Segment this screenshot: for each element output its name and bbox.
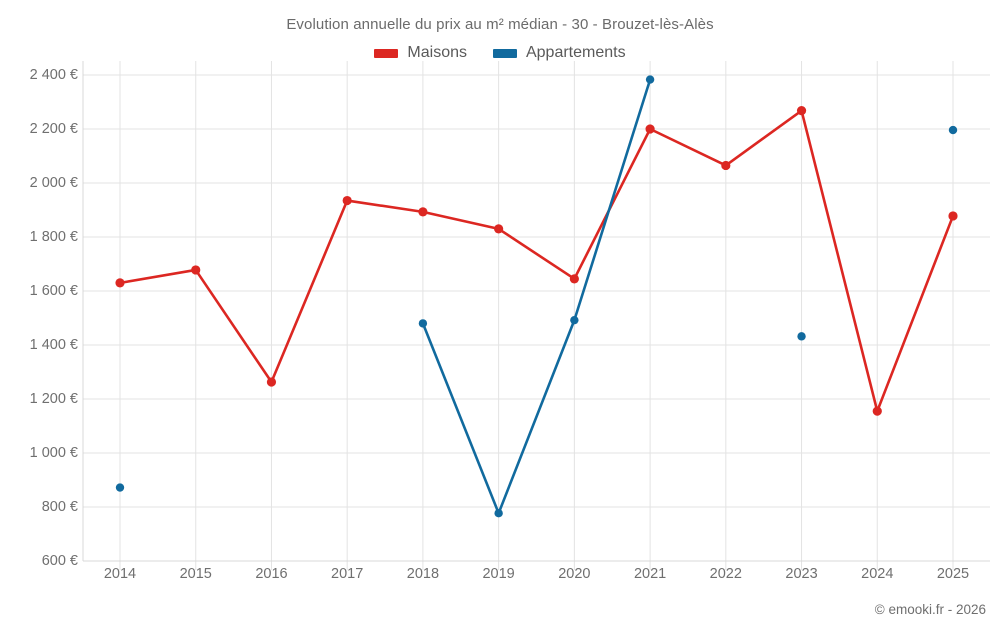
data-point-maisons-2022[interactable] [721,160,731,171]
data-point-maisons-2019[interactable] [494,224,504,234]
legend-item-maisons[interactable]: Maisons [374,44,467,62]
chart-credit: © emooki.fr - 2026 [874,602,986,617]
y-axis-tick-label: 1 200 € [29,391,78,407]
y-axis-tick-label: 2 000 € [29,175,78,191]
data-point-appartements-2019[interactable] [494,509,503,518]
y-axis-tick-label: 1 600 € [29,283,78,299]
data-point-maisons-2021[interactable] [645,124,655,134]
x-axis-tick-label-2022: 2022 [709,566,742,582]
x-axis-tick-label-2023: 2023 [785,566,818,582]
x-axis-tick-label-2014: 2014 [103,566,137,582]
series-line-maisons [118,109,955,413]
data-point-maisons-2024[interactable] [872,406,882,416]
y-axis-tick-label: 1 000 € [29,445,78,461]
x-axis-tick-label-2015: 2015 [179,566,212,582]
legend-swatch-appartements [492,48,517,58]
data-point-appartements-2025[interactable] [948,125,958,135]
legend-item-appartements[interactable]: Appartements [492,44,626,62]
x-axis-tick-label-2024: 2024 [861,566,894,582]
data-point-maisons-2025[interactable] [948,211,958,221]
data-point-maisons-2015[interactable] [191,265,201,275]
y-axis-tick-label: 1 400 € [29,337,78,353]
data-point-appartements-2018[interactable] [418,319,428,328]
legend-label-appartements: Appartements [525,44,626,61]
data-point-appartements-2021[interactable] [645,75,655,84]
data-point-appartements-2014[interactable] [115,483,125,492]
y-axis-tick-label: 800 € [41,499,78,515]
data-point-maisons-2023[interactable] [796,106,807,116]
y-axis-tick-label: 2 400 € [29,67,78,83]
x-axis-tick-label-2025: 2025 [936,566,970,582]
x-axis-tick-label-2016: 2016 [255,566,288,582]
y-axis-tick-label: 600 € [41,553,78,569]
series-line-appartements [421,78,652,515]
data-point-maisons-2020[interactable] [569,274,579,284]
legend-swatch-maisons [374,48,399,58]
data-point-appartements-2020[interactable] [570,315,579,325]
data-point-maisons-2017[interactable] [342,195,352,206]
chart-legend: Maisons Appartements [0,44,1000,62]
x-axis-tick-label-2018: 2018 [406,566,440,582]
y-axis-tick-label: 1 800 € [29,229,78,245]
data-point-maisons-2014[interactable] [115,278,125,288]
x-axis-tick-label-2021: 2021 [633,566,667,582]
legend-label-maisons: Maisons [407,44,467,61]
x-axis-tick-label-2017: 2017 [331,566,364,582]
data-point-maisons-2016[interactable] [266,377,277,387]
x-axis-tick-label-2020: 2020 [558,566,591,582]
data-point-appartements-2023[interactable] [797,332,806,341]
x-axis-tick-label-2019: 2019 [482,566,515,582]
y-axis-tick-label: 2 200 € [29,121,78,137]
data-point-maisons-2018[interactable] [418,207,428,217]
chart-title: Evolution annuelle du prix au m² médian … [286,16,714,33]
